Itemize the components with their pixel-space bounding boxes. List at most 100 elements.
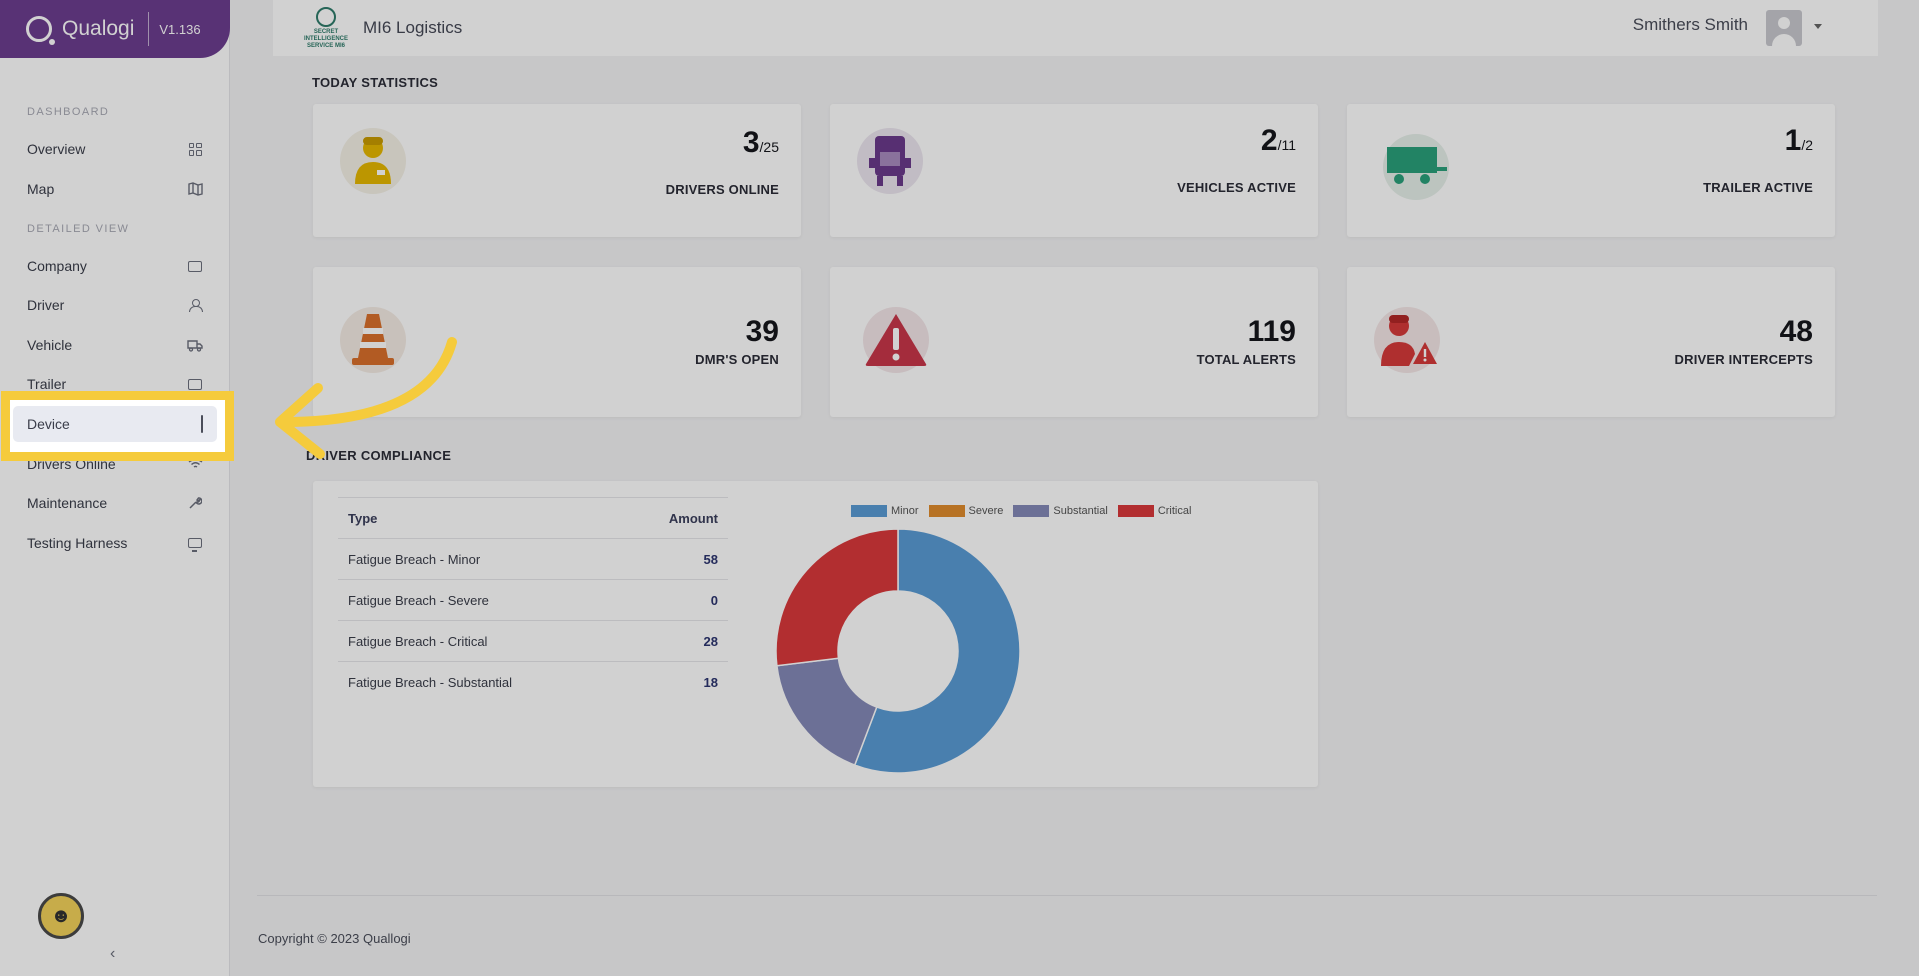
stat-card-drivers-online[interactable]: 3/25 DRIVERS ONLINE [313,104,801,237]
brand-separator [148,12,150,46]
compliance-table: Type Amount Fatigue Breach - Minor 58 Fa… [338,497,728,703]
sidebar-item-overview[interactable]: Overview [13,131,217,167]
chevron-down-icon[interactable] [1814,24,1822,29]
legend-swatch [1117,505,1154,517]
legend-entry[interactable]: Critical [1117,505,1192,517]
stat-label: VEHICLES ACTIVE [1177,180,1296,195]
sidebar-item-maintenance[interactable]: Maintenance [13,485,217,521]
user-icon [187,297,203,313]
legend-label: Minor [891,505,919,517]
table-row: Fatigue Breach - Substantial 18 [338,661,728,703]
stat-value: 1 [1784,124,1802,157]
truck-icon [857,128,923,194]
legend-swatch [1013,505,1050,517]
trailer-icon [1383,134,1449,200]
compliance-donut-chart [775,528,1021,774]
sidebar: Qualogi V1.136 DASHBOARD Overview Map DE… [0,0,230,976]
legend-label: Critical [1157,505,1192,517]
column-header-type: Type [338,497,622,539]
footer-divider [257,895,1877,896]
sidebar-item-label: Device [27,416,70,432]
user-avatar[interactable] [1766,10,1802,46]
compliance-card: Type Amount Fatigue Breach - Minor 58 Fa… [313,481,1318,787]
legend-swatch [928,505,965,517]
sidebar-item-map[interactable]: Map [13,171,217,207]
cell-type: Fatigue Breach - Severe [338,579,622,621]
footer-copyright: Copyright © 2023 Quallogi [258,931,411,946]
driver-alert-icon [1374,307,1440,373]
chart-legend: Minor Severe Substantial Critical [851,505,1201,517]
crest-text: SECRET INTELLIGENCE SERVICE MI6 [303,28,348,49]
stat-value: 3 [742,126,760,159]
traffic-cone-icon [340,307,406,373]
sidebar-item-testing-harness[interactable]: Testing Harness [13,525,217,561]
collapse-sidebar-button[interactable]: ‹ [110,945,116,962]
sidebar-item-label: Testing Harness [27,535,128,551]
stat-value: 2 [1260,124,1278,157]
legend-entry[interactable]: Minor [851,505,919,517]
nav-section-detailed-view: DETAILED VIEW [27,223,130,235]
top-header: SECRET INTELLIGENCE SERVICE MI6 MI6 Logi… [273,0,1878,56]
company-crest-logo: SECRET INTELLIGENCE SERVICE MI6 [301,5,351,51]
app-version: V1.136 [159,21,201,37]
stat-total: /11 [1277,137,1296,153]
stat-label: TRAILER ACTIVE [1703,180,1813,195]
cell-amount: 18 [621,661,728,703]
qualogi-logo-icon [26,16,55,45]
sidebar-item-driver[interactable]: Driver [13,287,217,323]
sidebar-item-company[interactable]: Company [13,248,217,284]
sidebar-item-label: Maintenance [27,495,108,511]
stat-total: /25 [759,139,779,155]
stat-card-total-alerts[interactable]: 119 TOTAL ALERTS [830,267,1318,417]
legend-entry[interactable]: Substantial [1013,505,1108,517]
legend-swatch [851,505,887,517]
stat-label: DRIVERS ONLINE [665,182,779,197]
stat-label: DRIVER INTERCEPTS [1674,352,1813,367]
cell-amount: 28 [621,620,728,662]
sidebar-item-label: Driver [27,297,65,313]
sidebar-item-device[interactable]: Device [13,406,217,442]
cell-type: Fatigue Breach - Minor [338,538,622,580]
sidebar-item-label: Overview [27,141,86,157]
cell-amount: 58 [621,538,728,580]
stat-value: 39 [745,315,779,348]
driver-icon [340,128,406,194]
section-title-today-statistics: TODAY STATISTICS [312,75,439,90]
minion-avatar-icon: ☻ [50,904,72,927]
donut-slice-minor[interactable] [853,528,1021,774]
sidebar-item-label: Company [27,258,87,274]
monitor-icon [187,535,203,552]
briefcase-icon [187,258,203,274]
stat-card-trailer-active[interactable]: 1/2 TRAILER ACTIVE [1347,104,1835,237]
legend-label: Severe [968,505,1004,517]
legend-entry[interactable]: Severe [928,505,1004,517]
stat-label: TOTAL ALERTS [1196,352,1296,367]
sidebar-item-vehicle[interactable]: Vehicle [13,327,217,363]
stat-value: 48 [1779,315,1813,348]
company-name: MI6 Logistics [363,18,463,37]
nav-section-dashboard: DASHBOARD [27,106,110,118]
cell-type: Fatigue Breach - Substantial [338,661,622,703]
tutorial-highlight-box [1,391,234,461]
brand-name: Qualogi [62,17,135,40]
donut-slice-critical[interactable] [775,528,899,667]
wrench-icon [187,495,203,511]
user-name[interactable]: Smithers Smith [1632,15,1748,34]
table-row: Fatigue Breach - Minor 58 [338,538,728,580]
sidebar-item-label: Vehicle [27,337,73,353]
trailer-icon [187,376,203,392]
sidebar-item-label: Map [27,181,55,197]
stat-card-vehicles-active[interactable]: 2/11 VEHICLES ACTIVE [830,104,1318,237]
table-row: Fatigue Breach - Critical 28 [338,620,728,662]
sidebar-item-trailer[interactable]: Trailer [13,366,217,402]
map-icon [187,181,203,197]
stat-card-dmrs-open[interactable]: 39 DMR'S OPEN [313,267,801,417]
legend-label: Substantial [1053,505,1108,517]
grid-icon [187,141,203,157]
avatar[interactable]: ☻ [38,893,84,939]
column-header-amount: Amount [621,497,728,539]
stat-total: /2 [1801,137,1813,153]
brand-header[interactable]: Qualogi V1.136 [0,0,230,58]
stat-card-driver-intercepts[interactable]: 48 DRIVER INTERCEPTS [1347,267,1835,417]
sidebar-item-label: Trailer [27,376,67,392]
